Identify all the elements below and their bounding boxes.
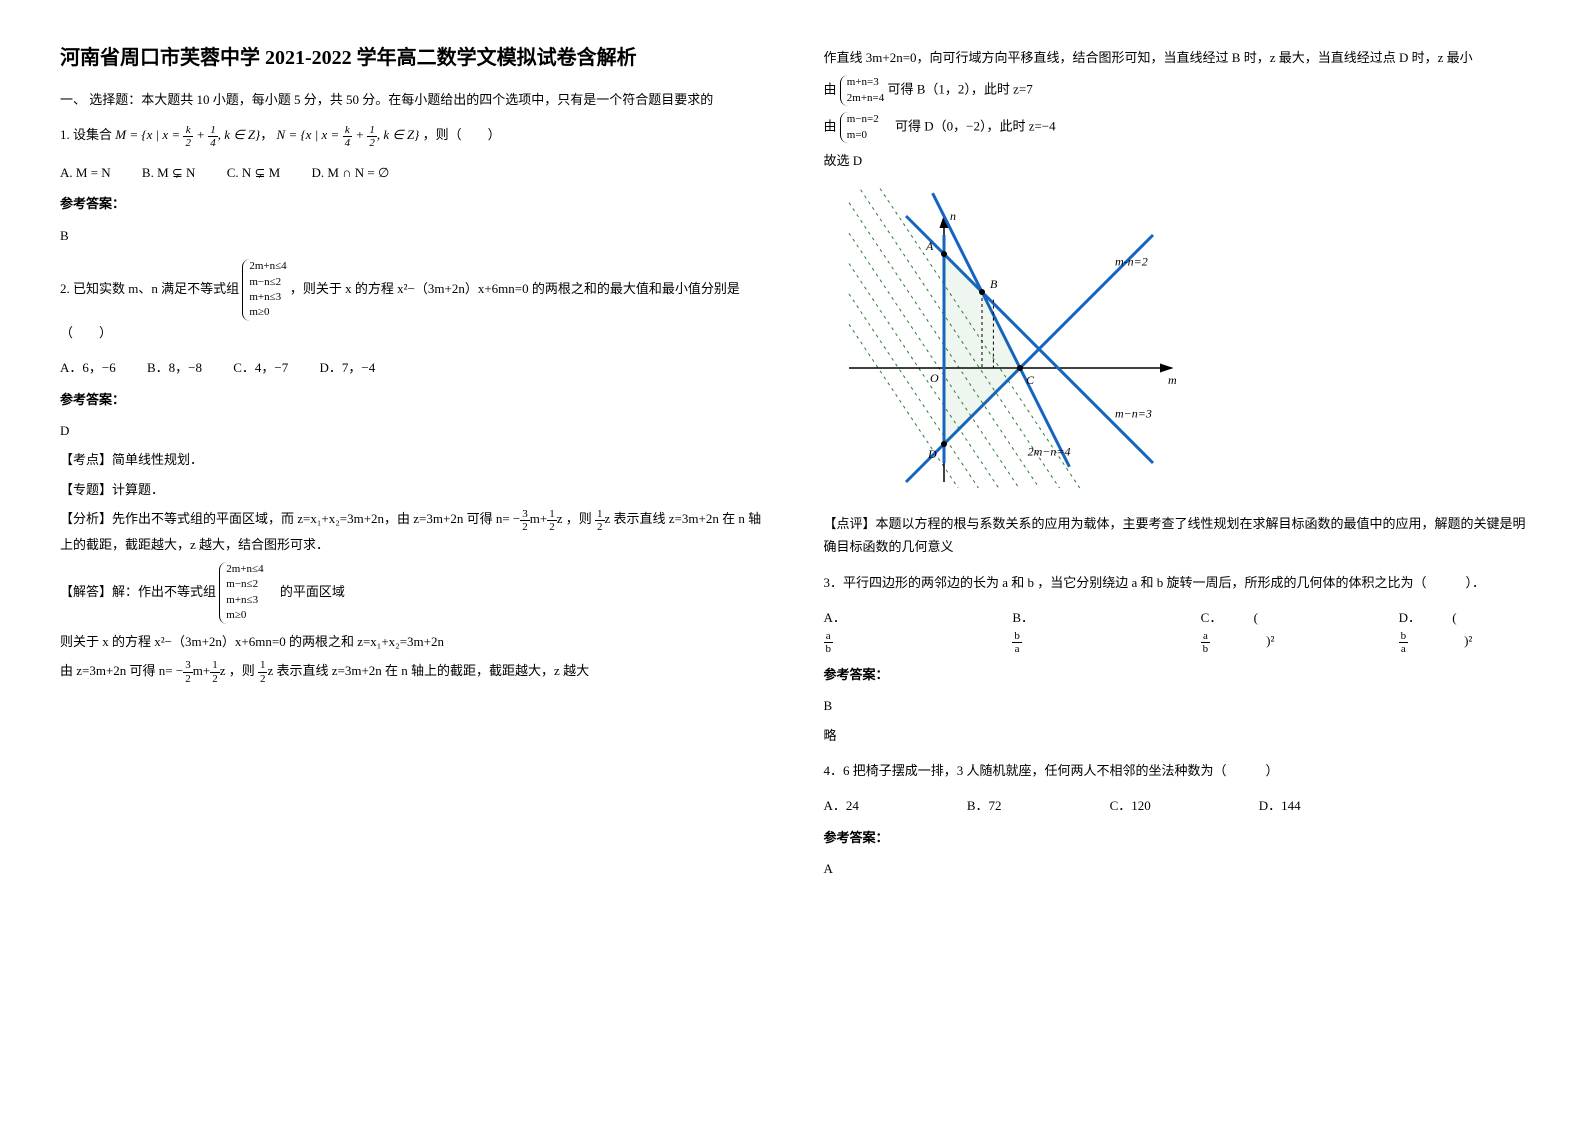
q2-answer: D <box>60 419 764 442</box>
q3-opt-b: B． ba <box>1012 606 1102 655</box>
q2-opt-d: D．7，−4 <box>320 356 376 379</box>
q2-c2: m+n≤3 <box>249 291 281 303</box>
q4-answer: A <box>824 857 1528 880</box>
svg-text:m-n=2: m-n=2 <box>1115 255 1148 269</box>
q2-sc3: m≥0 <box>226 609 246 621</box>
svg-text:2m−n=4: 2m−n=4 <box>1027 445 1070 459</box>
q1-suffix: ，则（ ） <box>423 127 501 142</box>
question-2: 2. 已知实数 m、n 满足不等式组 2m+n≤4 m−n≤2 m+n≤3 m≥… <box>60 259 764 344</box>
q2-topic: 【考点】简单线性规划． <box>60 448 764 471</box>
col2-comment: 【点评】本题以方程的根与系数关系的应用为载体，主要考查了线性规划在求解目标函数的… <box>824 512 1528 559</box>
question-3: 3．平行四边形的两邻边的长为 a 和 b ，当它分别绕边 a 和 b 旋转一周后… <box>824 571 1528 594</box>
q2-c0: 2m+n≤4 <box>249 260 286 272</box>
q1-setN: N = {x | x = k4 + 12, k ∈ Z} <box>277 127 420 142</box>
q1-answer-label: 参考答案： <box>60 192 764 215</box>
col2-sys1-braces: m+n=3 2m+n=4 <box>840 75 884 106</box>
q1-prefix: 1. 设集合 <box>60 127 115 142</box>
q1-opt-a: A. M = N <box>60 161 111 184</box>
question-1: 1. 设集合 M = {x | x = k2 + 14, k ∈ Z}， N =… <box>60 123 764 149</box>
col2-sys1-1: 2m+n=4 <box>847 92 884 104</box>
q4-opt-b: B．72 <box>967 794 1002 817</box>
q1-opt-b: B. M ⊊ N <box>142 161 196 184</box>
q2-line2-prefix: 由 z=3m+2n 可得 n= <box>60 663 176 678</box>
q2-opt-a: A．6，−6 <box>60 356 116 379</box>
q2-analysis-prefix: 【分析】先作出不等式组的平面区域，而 z=x₁+x₂=3m+2n，由 z=3m+… <box>60 511 513 526</box>
q3-opt-c: C． (ab)² <box>1201 606 1301 655</box>
left-column: 河南省周口市芙蓉中学 2021-2022 学年高二数学文模拟试卷含解析 一、 选… <box>60 40 764 887</box>
svg-text:O: O <box>930 371 939 385</box>
q3-answer: B <box>824 694 1528 717</box>
q2-prefix: 2. 已知实数 m、n 满足不等式组 <box>60 281 239 296</box>
q2-solve-constraints: 2m+n≤4 m−n≤2 m+n≤3 m≥0 <box>219 562 263 624</box>
q2-line2-mid: ，则 <box>229 663 255 678</box>
q3-options: A． ab B． ba C． (ab)² D． (ba)² <box>824 606 1528 655</box>
q2-solve: 【解答】解：作出不等式组 2m+n≤4 m−n≤2 m+n≤3 m≥0 的平面区… <box>60 562 764 624</box>
q4-answer-label: 参考答案： <box>824 826 1528 849</box>
q2-options: A．6，−6 B．8，−8 C．4，−7 D．7，−4 <box>60 356 764 379</box>
q4-opt-d: D．144 <box>1259 794 1301 817</box>
section-heading: 一、 选择题：本大题共 10 小题，每小题 5 分，共 50 分。在每小题给出的… <box>60 88 764 111</box>
exam-title: 河南省周口市芙蓉中学 2021-2022 学年高二数学文模拟试卷含解析 <box>60 40 764 76</box>
q2-analysis-mid: ，则 <box>566 511 592 526</box>
right-column: 作直线 3m+2n=0，向可行域方向平移直线，结合图形可知，当直线经过 B 时，… <box>824 40 1528 887</box>
q2-c1: m−n≤2 <box>249 276 281 288</box>
q3-opt-a: A． ab <box>824 606 915 655</box>
q2-opt-b: B．8，−8 <box>147 356 202 379</box>
svg-text:m−n=3: m−n=3 <box>1115 407 1152 421</box>
question-4: 4．6 把椅子摆成一排，3 人随机就座，任何两人不相邻的坐法种数为（ ） <box>824 759 1528 782</box>
col2-sys2-suffix: 可得 D（0，−2），此时 z=−4 <box>882 119 1056 134</box>
q4-opt-a: A．24 <box>824 794 859 817</box>
col2-sys2-1: m=0 <box>847 129 867 141</box>
q2-answer-label: 参考答案： <box>60 388 764 411</box>
col2-sys2-braces: m−n=2 m=0 <box>840 112 879 143</box>
q1-setM: M = {x | x = k2 + 14, k ∈ Z} <box>115 127 260 142</box>
q3-answer-label: 参考答案： <box>824 663 1528 686</box>
q4-opt-c: C．120 <box>1110 794 1151 817</box>
q2-analysis: 【分析】先作出不等式组的平面区域，而 z=x₁+x₂=3m+2n，由 z=3m+… <box>60 507 764 556</box>
q2-special: 【专题】计算题． <box>60 478 764 501</box>
col2-sys1: 由 m+n=3 2m+n=4 可得 B（1，2），此时 z=7 <box>824 75 1528 106</box>
q2-solve-suffix: 的平面区域 <box>267 584 345 599</box>
q2-solve-prefix: 【解答】解：作出不等式组 <box>60 584 216 599</box>
q2-sc1: m−n≤2 <box>226 578 258 590</box>
q2-line1: 则关于 x 的方程 x²−（3m+2n）x+6mn=0 的两根之和 z=x₁+x… <box>60 630 764 653</box>
q2-sc0: 2m+n≤4 <box>226 563 263 575</box>
svg-text:A: A <box>925 239 934 253</box>
col2-sys1-0: m+n=3 <box>847 76 879 88</box>
col2-sys2-prefix: 由 <box>824 119 837 134</box>
col2-sys2: 由 m−n=2 m=0 可得 D（0，−2），此时 z=−4 <box>824 112 1528 143</box>
q2-constraints: 2m+n≤4 m−n≤2 m+n≤3 m≥0 <box>242 259 286 321</box>
col2-conclusion: 故选 D <box>824 149 1528 172</box>
q3-opt-d: D． (ba)² <box>1399 606 1499 655</box>
svg-text:n: n <box>950 209 956 223</box>
q4-options: A．24 B．72 C．120 D．144 <box>824 794 1528 817</box>
q2-line2-suffix: 表示直线 z=3m+2n 在 n 轴上的截距，截距越大，z 越大 <box>277 663 590 678</box>
col2-line1: 作直线 3m+2n=0，向可行域方向平移直线，结合图形可知，当直线经过 B 时，… <box>824 46 1528 69</box>
svg-text:m: m <box>1168 373 1177 387</box>
svg-text:C: C <box>1026 373 1035 387</box>
q2-sc2: m+n≤3 <box>226 594 258 606</box>
q2-opt-c: C．4，−7 <box>233 356 288 379</box>
col2-sys1-prefix: 由 <box>824 82 837 97</box>
svg-text:B: B <box>990 277 998 291</box>
col2-sys2-0: m−n=2 <box>847 113 879 125</box>
col2-sys1-suffix: 可得 B（1，2），此时 z=7 <box>887 82 1032 97</box>
q2-c3: m≥0 <box>249 306 269 318</box>
q1-answer: B <box>60 224 764 247</box>
q2-line2: 由 z=3m+2n 可得 n= −32m+12z ，则 12z 表示直线 z=3… <box>60 659 764 685</box>
feasible-region-diagram: n m A B C D Om-n=2 m−n=3 2m−n=4 <box>824 188 1528 495</box>
svg-text:D: D <box>927 447 937 461</box>
q1-opt-d: D. M ∩ N = ∅ <box>311 161 389 184</box>
q1-opt-c: C. N ⊊ M <box>227 161 281 184</box>
q3-note: 略 <box>824 724 1528 747</box>
q1-options: A. M = N B. M ⊊ N C. N ⊊ M D. M ∩ N = ∅ <box>60 161 764 184</box>
